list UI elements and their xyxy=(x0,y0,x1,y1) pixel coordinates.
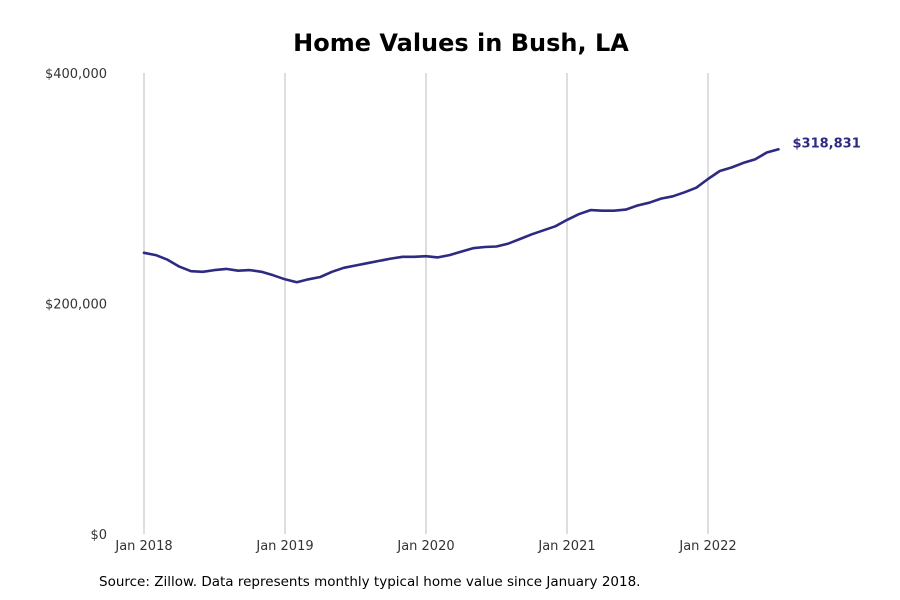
y-tick-label: $400,000 xyxy=(45,67,107,82)
x-tick-label: Jan 2021 xyxy=(537,539,595,554)
source-note: Source: Zillow. Data represents monthly … xyxy=(99,574,641,590)
x-tick-label: Jan 2020 xyxy=(396,539,454,554)
chart-title: Home Values in Bush, LA xyxy=(293,29,629,57)
y-tick-label: $200,000 xyxy=(45,298,107,313)
end-value-label: $318,831 xyxy=(793,136,861,151)
grid-lines xyxy=(143,73,709,534)
x-axis-ticks: Jan 2018 Jan 2019 Jan 2020 Jan 2021 Jan 2022 xyxy=(114,539,736,554)
x-tick-label: Jan 2019 xyxy=(255,539,313,554)
x-tick-label: Jan 2022 xyxy=(678,539,736,554)
y-tick-label: $0 xyxy=(90,528,107,543)
x-tick-label: Jan 2018 xyxy=(114,539,172,554)
y-axis-ticks: $0 $200,000 $400,000 xyxy=(45,67,107,543)
series-line xyxy=(142,148,780,284)
